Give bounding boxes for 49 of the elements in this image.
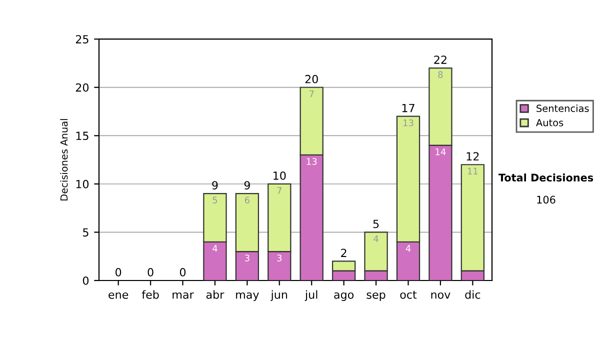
data-label: 13 [403, 119, 414, 126]
y-tick-label: 0 [82, 276, 89, 285]
x-tick-label: mar [172, 292, 194, 299]
data-label: 14 [436, 148, 446, 156]
text: 106 [537, 196, 556, 204]
total-label: 0 [180, 268, 186, 276]
total-label: 9 [244, 181, 250, 190]
total-label: 12 [466, 152, 479, 160]
data-label: 7 [309, 90, 314, 98]
x-tick-label: may [236, 292, 259, 301]
total-label: 17 [402, 104, 414, 112]
data-label: 13 [306, 158, 317, 165]
data-label: 7 [277, 187, 282, 194]
x-tick-label: nov [431, 292, 450, 299]
total-label: 10 [274, 171, 286, 180]
x-tick-label: feb [142, 290, 159, 299]
text: Total Decisiones [498, 173, 594, 182]
data-label: 5 [212, 196, 218, 204]
y-tick-label: 25 [76, 35, 88, 44]
total-label: 5 [373, 220, 379, 228]
data-label: 8 [438, 71, 443, 78]
data-label: 6 [244, 196, 250, 204]
total-label: 0 [116, 268, 122, 276]
legend-label: Sentencias [536, 104, 589, 112]
total-label: 0 [148, 268, 154, 276]
y-tick-label: 5 [83, 228, 88, 237]
x-tick-label: sep [366, 292, 386, 301]
data-label: 3 [244, 254, 250, 262]
data-label: 11 [468, 168, 478, 174]
x-tick-label: dic [465, 290, 480, 299]
x-tick-label: jul [304, 290, 318, 301]
y-tick-label: 20 [76, 83, 89, 92]
total-label: 2 [341, 248, 346, 257]
total-label: 20 [305, 74, 318, 84]
legend-label: Autos [536, 119, 564, 126]
x-tick-label: oct [400, 290, 417, 299]
x-tick-label: abr [206, 290, 224, 299]
total-label: 22 [434, 56, 446, 64]
x-tick-label: ene [108, 292, 128, 299]
y-tick-label: 15 [76, 132, 88, 140]
data-label: 4 [406, 245, 411, 252]
data-label: 4 [212, 245, 218, 252]
data-label: 4 [374, 235, 378, 242]
x-tick-label: ago [334, 292, 354, 301]
y-tick-label: 10 [76, 180, 89, 188]
total-label: 9 [212, 181, 218, 190]
y-axis-title: Decisiones Anual [60, 119, 68, 200]
data-label: 3 [277, 254, 282, 262]
x-tick-label: jun [270, 290, 288, 301]
